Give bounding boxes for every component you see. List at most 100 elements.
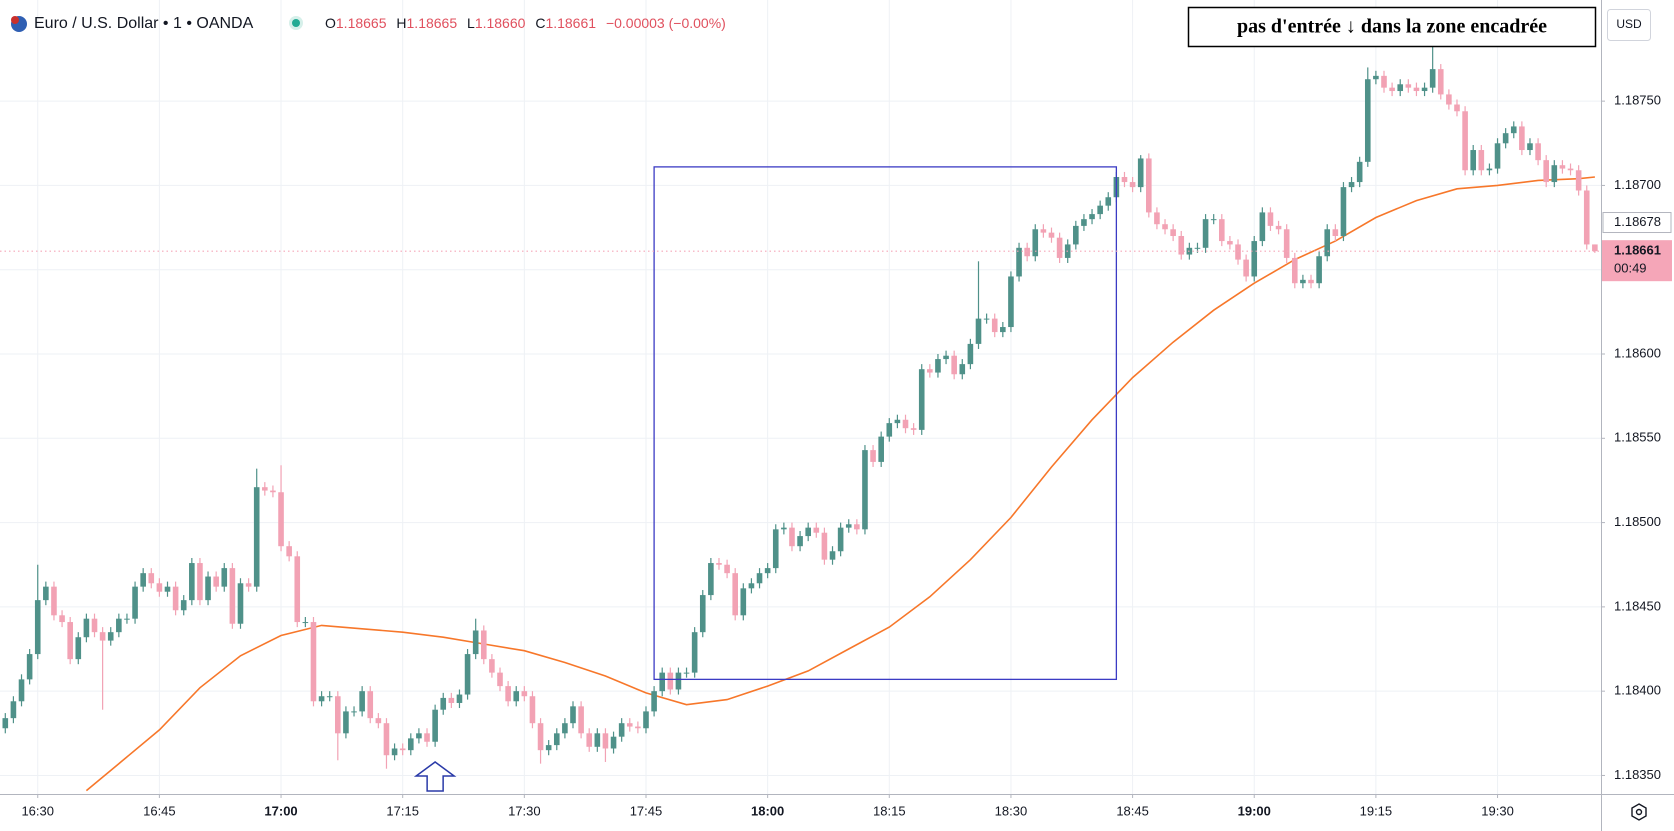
candle-body bbox=[1348, 182, 1355, 188]
candle-body bbox=[1154, 212, 1160, 225]
candle-body bbox=[456, 694, 463, 703]
settings-icon-center bbox=[1635, 808, 1643, 816]
candle-body bbox=[562, 723, 568, 734]
market-status-dot[interactable] bbox=[292, 19, 300, 27]
settings-icon[interactable] bbox=[1631, 803, 1647, 821]
candle-body bbox=[716, 563, 722, 565]
candle-body bbox=[424, 733, 430, 742]
candle-body bbox=[1194, 247, 1201, 249]
countdown-label: 00:49 bbox=[1614, 261, 1647, 276]
candle-body bbox=[748, 583, 755, 589]
candle-body bbox=[1324, 229, 1331, 257]
ohlc-key: C bbox=[535, 15, 545, 31]
candle-body bbox=[51, 586, 57, 616]
candle-body bbox=[959, 364, 966, 375]
ohlc-key: O bbox=[325, 15, 336, 31]
candle-body bbox=[205, 576, 211, 601]
candle-body bbox=[221, 568, 228, 587]
candle-body bbox=[1243, 259, 1249, 277]
entry-arrow bbox=[413, 761, 457, 792]
settings-button[interactable] bbox=[1631, 803, 1647, 821]
candle-body bbox=[651, 691, 657, 712]
candle-body bbox=[1016, 247, 1022, 277]
symbol-name[interactable]: Euro / U.S. Dollar • 1 • OANDA bbox=[34, 15, 254, 32]
candle-body bbox=[902, 419, 909, 429]
candle-body bbox=[1551, 165, 1558, 183]
candle-body bbox=[197, 563, 203, 601]
candle-body bbox=[967, 343, 974, 365]
ohlc-value: 1.18665 bbox=[407, 15, 458, 31]
candle-body bbox=[894, 419, 901, 424]
candle-body bbox=[1308, 279, 1314, 284]
candle-body bbox=[1519, 126, 1525, 151]
candle-body bbox=[1097, 205, 1103, 215]
candle-body bbox=[432, 709, 438, 742]
candle-body bbox=[918, 369, 925, 430]
candle-body bbox=[26, 654, 33, 680]
candle-body bbox=[237, 583, 244, 624]
candle-body bbox=[270, 490, 276, 493]
candle-body bbox=[586, 733, 593, 747]
symbol-logo-flag bbox=[11, 16, 19, 24]
candle-body bbox=[1227, 241, 1233, 245]
y-tick-label: 1.18550 bbox=[1614, 430, 1661, 445]
candle-body bbox=[724, 564, 730, 574]
currency-button[interactable]: USD bbox=[1607, 9, 1651, 41]
candle-body bbox=[545, 745, 552, 751]
candle-body bbox=[318, 696, 325, 702]
candle-body bbox=[1478, 150, 1485, 171]
current-price-marker bbox=[1602, 240, 1672, 282]
candle-body bbox=[43, 586, 49, 601]
candle-body bbox=[643, 711, 649, 729]
candle-body bbox=[1535, 143, 1541, 161]
currency-label[interactable]: USD bbox=[1616, 17, 1642, 31]
candle-body bbox=[1178, 236, 1185, 255]
candle-body bbox=[83, 618, 90, 638]
candle-body bbox=[1251, 241, 1258, 277]
candle-body bbox=[472, 630, 479, 655]
current-price-label: 1.18661 bbox=[1614, 243, 1661, 258]
candle-body bbox=[578, 706, 584, 734]
x-tick-label: 17:45 bbox=[630, 803, 663, 818]
ohlc-value: 1.18661 bbox=[545, 15, 596, 31]
candle-body bbox=[343, 711, 349, 734]
candle-body bbox=[821, 532, 828, 560]
candle-body bbox=[1446, 94, 1452, 105]
price-marker bbox=[1602, 212, 1672, 234]
candle-body bbox=[797, 536, 803, 547]
candle-body bbox=[383, 723, 390, 756]
x-tick-label: 17:15 bbox=[386, 803, 419, 818]
plot-area bbox=[2, 42, 1598, 792]
annotation-text: pas d'entrée ↓ dans la zone encadrée bbox=[1237, 16, 1547, 38]
candle-body bbox=[1105, 197, 1112, 206]
candle-body bbox=[1543, 160, 1549, 183]
candle-body bbox=[172, 586, 179, 611]
candle-body bbox=[310, 622, 317, 702]
candle-body bbox=[1048, 232, 1055, 238]
candle-body bbox=[772, 529, 779, 569]
candle-body bbox=[416, 733, 422, 739]
currency-frame[interactable] bbox=[1607, 9, 1651, 41]
candle-body bbox=[1073, 225, 1079, 245]
candle-body bbox=[180, 600, 187, 611]
candle-body bbox=[764, 568, 771, 574]
candle-body bbox=[359, 691, 365, 712]
candle-body bbox=[1364, 79, 1371, 162]
candle-body bbox=[845, 524, 852, 528]
candle-body bbox=[805, 527, 811, 537]
candle-body bbox=[1332, 229, 1339, 237]
change: −0.00003 (−0.00%) bbox=[606, 15, 726, 31]
candle-body bbox=[67, 622, 73, 660]
candle-body bbox=[602, 733, 609, 749]
ohlc-value: 1.18660 bbox=[475, 15, 526, 31]
candle-body bbox=[1024, 247, 1030, 257]
candle-body bbox=[1567, 168, 1574, 171]
candle-body bbox=[1397, 84, 1404, 92]
candle-body bbox=[837, 527, 844, 552]
candle-body bbox=[1008, 276, 1014, 328]
candle-body bbox=[935, 359, 941, 373]
candle-body bbox=[667, 672, 674, 690]
candle-body bbox=[132, 586, 138, 619]
ohlc-key: L bbox=[467, 15, 475, 31]
